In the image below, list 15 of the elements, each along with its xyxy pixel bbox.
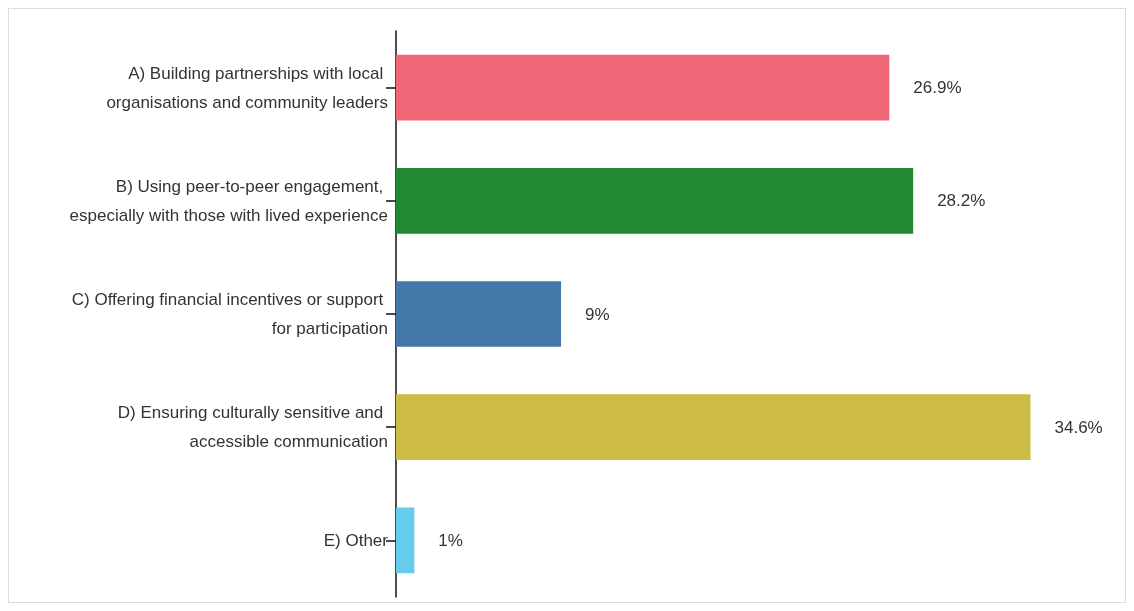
- y-tick-label: B) Using peer-to-peer engagement, especially with those with lived experience: [69, 176, 388, 225]
- bar: [396, 507, 415, 574]
- y-tick-label: D) Ensuring culturally sensitive and accessible communication: [117, 403, 388, 452]
- bar: [396, 394, 1031, 461]
- data-label: 26.9%: [913, 78, 962, 98]
- data-label: 28.2%: [937, 191, 986, 211]
- data-label: 9%: [585, 304, 610, 324]
- data-label: 34.6%: [1054, 417, 1103, 437]
- bar: [396, 54, 890, 121]
- data-label: 1%: [438, 530, 463, 550]
- y-tick-label: A) Building partnerships with local organisations and community leaders: [106, 63, 388, 112]
- y-tick-label: C) Offering financial incentives or support for participation: [71, 290, 388, 338]
- bar: [396, 281, 562, 347]
- y-tick-label: E) Other: [323, 530, 389, 550]
- bar: [396, 167, 914, 234]
